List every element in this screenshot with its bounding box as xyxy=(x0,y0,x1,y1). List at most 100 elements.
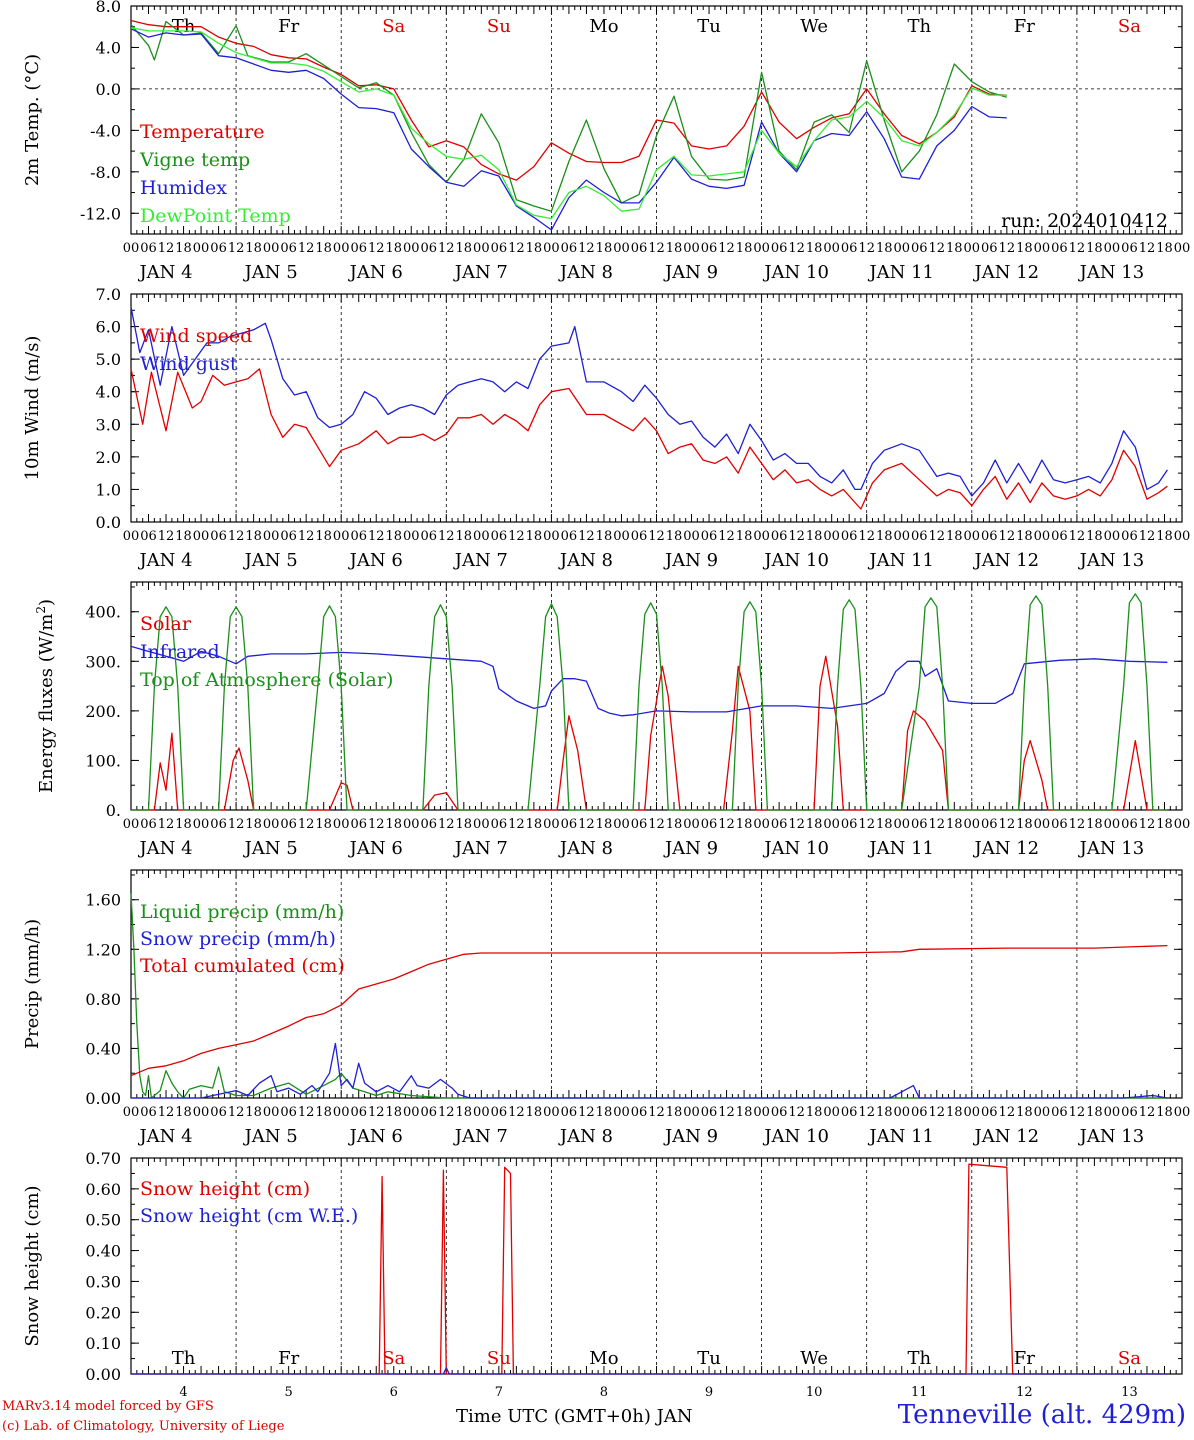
hour-tick-label: 18 xyxy=(1156,817,1173,832)
y-tick-label: 1.60 xyxy=(85,891,121,910)
hour-tick-label: 06 xyxy=(421,529,438,544)
legend-entry: DewPoint Temp xyxy=(140,205,291,227)
y-tick-label: 1.20 xyxy=(85,940,121,959)
y-tick-label: 0.60 xyxy=(85,1180,121,1199)
y-tick-label: 8.0 xyxy=(96,0,121,16)
hour-tick-label: 06 xyxy=(140,529,157,544)
day-of-month-label: 7 xyxy=(495,1385,503,1400)
hour-tick-label: 18 xyxy=(596,817,613,832)
weekday-label: Mo xyxy=(589,1348,618,1369)
hour-tick-label: 18 xyxy=(876,1105,893,1120)
hour-tick-label: 12 xyxy=(999,241,1016,256)
date-label: JAN 10 xyxy=(762,838,829,859)
hour-tick-label: 00 xyxy=(964,529,981,544)
date-label: JAN 12 xyxy=(973,262,1040,283)
series-line-liquid-precip-mm-h xyxy=(130,893,1168,1099)
date-label: JAN 12 xyxy=(973,550,1040,571)
hour-tick-label: 12 xyxy=(228,1105,245,1120)
hour-tick-label: 00 xyxy=(473,817,490,832)
y-tick-label: 0.70 xyxy=(85,1149,121,1168)
hour-tick-label: 18 xyxy=(736,1105,753,1120)
hour-tick-label: 18 xyxy=(456,1105,473,1120)
hour-tick-label: 18 xyxy=(245,241,262,256)
weekday-label: Tu xyxy=(697,1348,721,1369)
hour-tick-label: 12 xyxy=(578,529,595,544)
legend-entry: Wind speed xyxy=(140,325,252,347)
hour-tick-label: 18 xyxy=(175,1105,192,1120)
y-tick-label: 200. xyxy=(85,702,121,721)
hour-tick-label: 06 xyxy=(701,1105,718,1120)
y-tick-label: 300. xyxy=(85,652,121,671)
legend-entry: Vigne temp xyxy=(139,149,250,171)
date-label: JAN 8 xyxy=(558,262,613,283)
hour-tick-label: 12 xyxy=(648,1105,665,1120)
hour-tick-label: 00 xyxy=(263,529,280,544)
weekday-label: Th xyxy=(172,1348,196,1369)
y-tick-label: 0.10 xyxy=(85,1334,121,1353)
hour-tick-label: 00 xyxy=(613,241,630,256)
y-tick-label: 6.0 xyxy=(96,318,121,337)
hour-tick-label: 18 xyxy=(666,1105,683,1120)
hour-tick-label: 06 xyxy=(280,241,297,256)
hour-tick-label: 06 xyxy=(561,1105,578,1120)
hour-tick-label: 12 xyxy=(508,241,525,256)
y-tick-label: 100. xyxy=(85,751,121,770)
hour-tick-label: 00 xyxy=(403,241,420,256)
weekday-label: We xyxy=(800,1348,828,1369)
legend-entry: Solar xyxy=(140,613,192,635)
hour-tick-label: 06 xyxy=(841,241,858,256)
y-tick-label: 0.00 xyxy=(85,1365,121,1384)
hour-tick-label: 00 xyxy=(543,529,560,544)
hour-tick-label: 12 xyxy=(158,241,175,256)
y-axis-title: 2m Temp. (°C) xyxy=(22,54,43,186)
hour-tick-label: 18 xyxy=(456,817,473,832)
day-of-month-label: 8 xyxy=(600,1385,608,1400)
date-label: JAN 11 xyxy=(867,838,934,859)
hour-tick-label: 06 xyxy=(911,817,928,832)
hour-tick-label: 00 xyxy=(333,817,350,832)
hour-tick-label: 06 xyxy=(491,1105,508,1120)
date-label: JAN 7 xyxy=(453,1126,508,1147)
hour-tick-label: 00 xyxy=(683,1105,700,1120)
series-line-snow-height-cm-w-e xyxy=(131,1367,1168,1375)
hour-tick-label: 12 xyxy=(648,529,665,544)
hour-tick-label: 12 xyxy=(508,817,525,832)
hour-tick-label: 06 xyxy=(491,817,508,832)
hour-tick-label: 18 xyxy=(245,817,262,832)
date-label: JAN 10 xyxy=(762,1126,829,1147)
x-axis-title: Time UTC (GMT+0h) JAN xyxy=(456,1406,693,1427)
hour-tick-label: 06 xyxy=(1121,817,1138,832)
hour-tick-label: 18 xyxy=(876,241,893,256)
hour-tick-label: 06 xyxy=(1121,241,1138,256)
hour-tick-label: 06 xyxy=(771,817,788,832)
hour-tick-label: 12 xyxy=(858,241,875,256)
hour-tick-label: 12 xyxy=(928,529,945,544)
hour-tick-label: 12 xyxy=(508,1105,525,1120)
hour-tick-label: 06 xyxy=(911,529,928,544)
hour-tick-label: 00 xyxy=(333,529,350,544)
y-tick-label: 4.0 xyxy=(96,38,121,57)
day-of-month-label: 6 xyxy=(390,1385,398,1400)
hour-tick-label: 12 xyxy=(438,241,455,256)
hour-tick-label: 06 xyxy=(841,529,858,544)
series-line-snow-height-cm xyxy=(131,1163,1168,1375)
hour-tick-label: 18 xyxy=(806,1105,823,1120)
station-name: Tenneville (alt. 429m) xyxy=(897,1400,1186,1430)
day-of-month-label: 10 xyxy=(806,1385,823,1400)
series-line-temperature xyxy=(130,19,1007,181)
unit-superscript: 2 xyxy=(34,606,48,614)
hour-tick-label: 18 xyxy=(806,529,823,544)
hour-tick-label: 18 xyxy=(736,529,753,544)
hour-tick-label: 00 xyxy=(1174,817,1191,832)
weekday-label: Su xyxy=(487,16,511,37)
series-line-infrared xyxy=(130,645,1168,717)
hour-tick-label: 18 xyxy=(175,529,192,544)
hour-tick-label: 06 xyxy=(210,241,227,256)
date-label: JAN 4 xyxy=(137,262,192,283)
date-label: JAN 5 xyxy=(243,838,298,859)
weekday-label: Fr xyxy=(1014,1348,1035,1369)
y-tick-label: 0.20 xyxy=(85,1303,121,1322)
hour-tick-label: 00 xyxy=(1034,529,1051,544)
hour-tick-label: 00 xyxy=(613,529,630,544)
